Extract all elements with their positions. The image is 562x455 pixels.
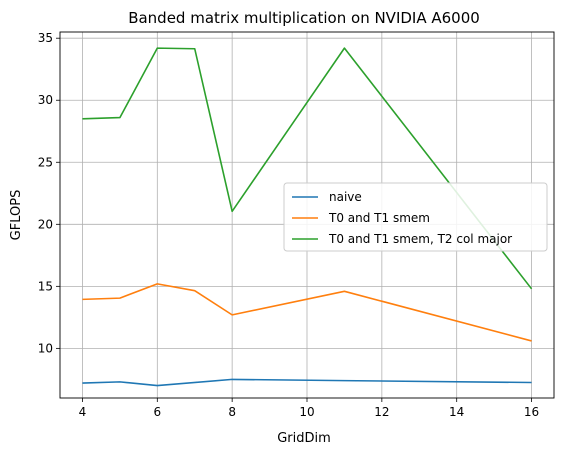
y-axis-ticks: 10 15 20 25 30 35	[38, 31, 60, 355]
series-line-1	[82, 283, 532, 342]
y-tick-label: 15	[38, 279, 53, 293]
x-tick-label: 4	[79, 405, 87, 419]
y-axis-label: GFLOPS	[9, 190, 24, 241]
y-tick-label: 10	[38, 341, 53, 355]
x-axis-label: GridDim	[277, 431, 331, 446]
x-axis-ticks: 4 6 8 10 12 14 16	[79, 398, 539, 419]
x-tick-label: 16	[524, 405, 539, 419]
chart-title: Banded matrix multiplication on NVIDIA A…	[128, 9, 480, 27]
x-tick-label: 6	[153, 405, 161, 419]
y-tick-label: 20	[38, 217, 53, 231]
series-line-2	[82, 47, 533, 290]
x-tick-label: 10	[299, 405, 314, 419]
x-tick-label: 12	[374, 405, 389, 419]
legend-label: T0 and T1 smem, T2 col major	[328, 232, 512, 246]
series-line-0	[82, 378, 532, 387]
legend-label: naive	[329, 190, 362, 204]
y-tick-label: 30	[38, 93, 53, 107]
y-tick-label: 25	[38, 155, 53, 169]
y-tick-label: 35	[38, 31, 53, 45]
x-tick-label: 14	[449, 405, 464, 419]
x-tick-label: 8	[228, 405, 236, 419]
legend-box	[283, 182, 548, 252]
legend-label: T0 and T1 smem	[328, 211, 430, 225]
series-lines	[82, 47, 533, 387]
legend: naive T0 and T1 smem T0 and T1 smem, T2 co…	[283, 182, 548, 252]
